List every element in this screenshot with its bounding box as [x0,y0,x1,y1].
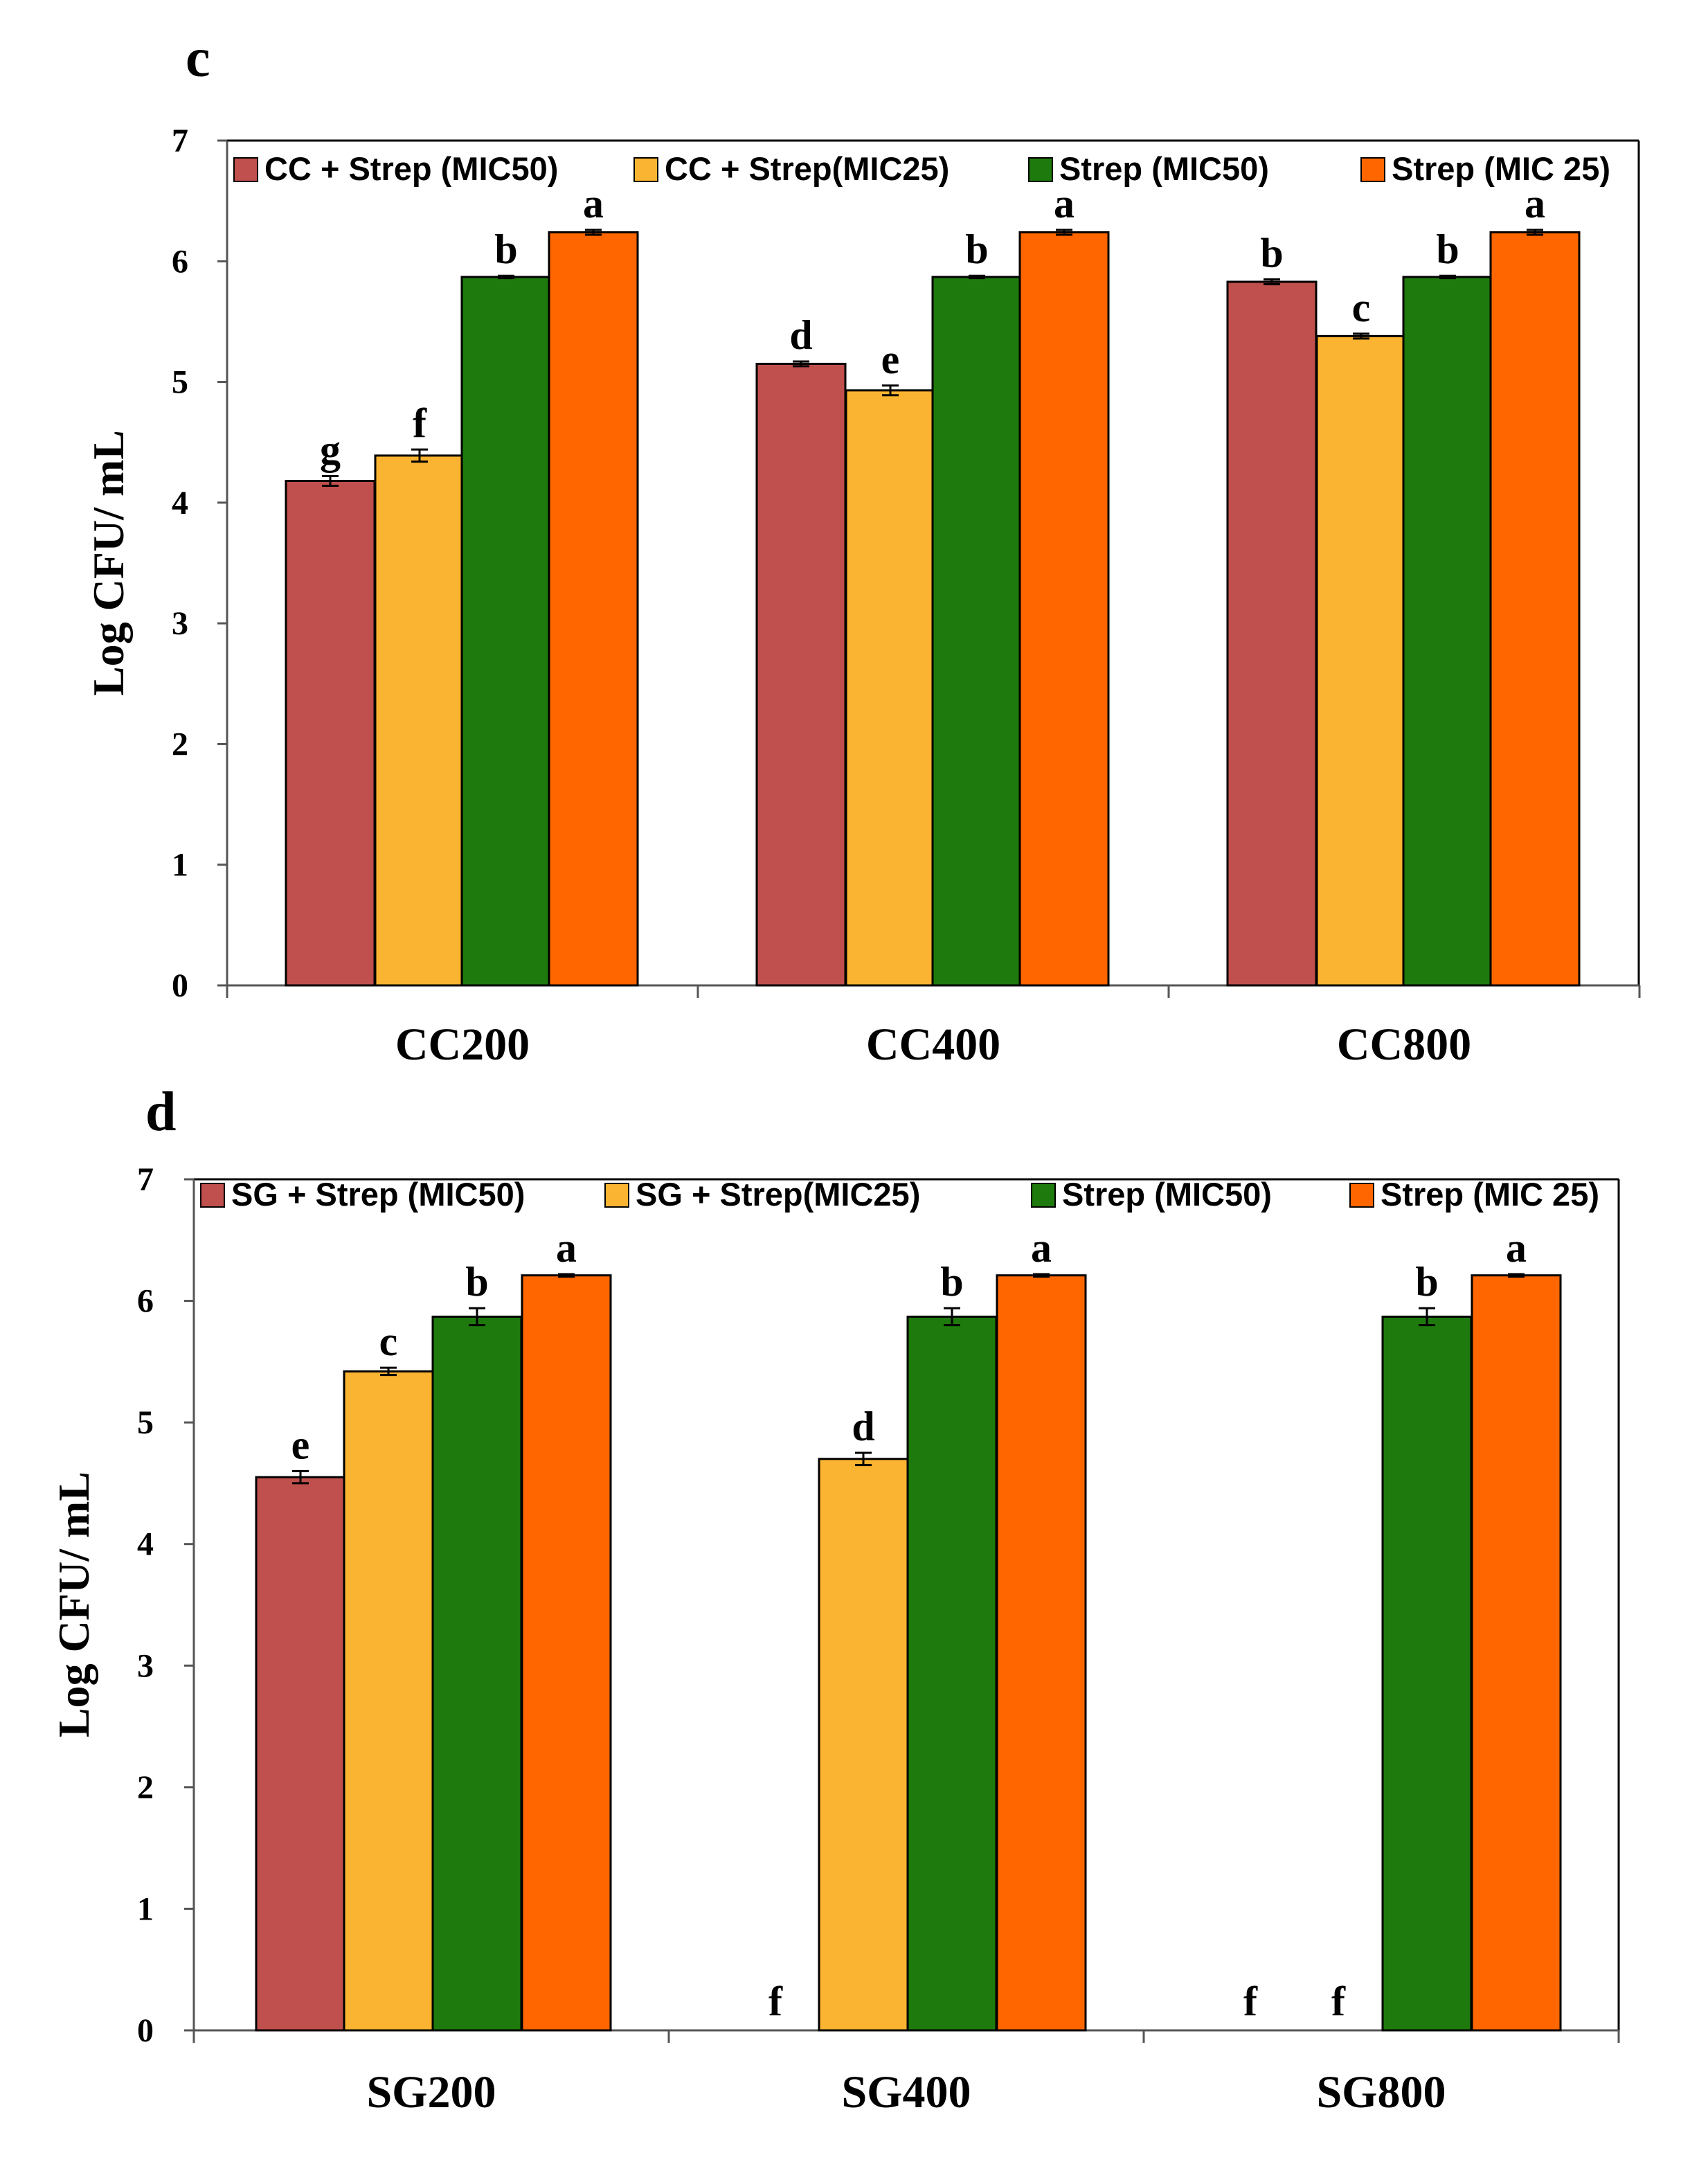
y-tick-label: 4 [137,1526,154,1563]
significance-letter: a [583,181,604,226]
significance-letter: e [881,337,900,382]
y-tick-label: 5 [137,1404,154,1441]
category-label: CC400 [866,1019,1000,1070]
y-tick-label: 6 [172,243,188,280]
significance-letter: b [494,226,517,272]
y-axis-label: Log CFU/ mL [49,1472,98,1737]
legend-label: Strep (MIC 25) [1381,1176,1599,1213]
legend-swatch [1349,1183,1374,1208]
significance-letter: a [1506,1225,1527,1271]
significance-letter: g [320,427,341,473]
significance-letter: a [1525,181,1545,226]
significance-letter: d [789,312,812,358]
y-tick-label: 6 [137,1283,154,1320]
bar [548,231,639,987]
category-label: CC200 [395,1019,530,1070]
significance-letter: c [1352,285,1371,330]
category-label: SG400 [841,2067,971,2118]
bar [431,1315,523,2032]
legend-swatch [233,157,258,182]
significance-letter: b [1415,1259,1438,1305]
legend-label: Strep (MIC 25) [1392,150,1610,187]
bar [1471,1274,1562,2032]
legend-label: CC + Strep(MIC25) [665,150,949,187]
significance-letter: a [1054,181,1075,226]
bar [374,454,465,987]
significance-letter: f [1243,1978,1258,2024]
y-tick-label: 0 [137,2012,154,2049]
category-label: SG200 [366,2067,496,2118]
bar [845,389,936,987]
legend-swatch [633,157,658,182]
category-label: CC800 [1337,1019,1471,1070]
y-tick-label: 5 [172,364,188,401]
significance-letter: e [291,1422,310,1467]
y-tick-label: 3 [172,605,188,642]
y-tick-label: 7 [137,1161,154,1198]
significance-letter: c [379,1318,398,1364]
significance-letter: b [965,226,988,272]
bar [818,1458,909,2032]
significance-letter: a [556,1225,577,1271]
significance-letter: b [465,1259,488,1305]
legend-label: SG + Strep(MIC25) [636,1176,920,1213]
category-label: SG800 [1316,2067,1446,2118]
bar [1226,280,1318,987]
y-axis-label: Log CFU/ mL [84,430,133,696]
y-tick-label: 1 [172,847,188,884]
significance-letter: d [852,1404,874,1449]
bar [255,1476,346,2032]
bar [343,1370,434,2032]
y-tick-label: 3 [137,1647,154,1684]
bar [1402,276,1493,987]
legend-swatch [1028,157,1053,182]
legend-label: SG + Strep (MIC50) [231,1176,525,1213]
legend-swatch [604,1183,629,1208]
legend-swatch [1031,1183,1056,1208]
bar [1381,1315,1473,2032]
significance-letter: b [940,1259,963,1305]
legend-label: CC + Strep (MIC50) [264,150,558,187]
bar [1315,334,1407,987]
panel-label: c [186,28,210,89]
bar [906,1315,998,2032]
significance-letter: f [413,400,427,446]
significance-letter: b [1260,230,1283,276]
y-tick-label: 7 [172,123,188,159]
legend-swatch [1360,157,1385,182]
panel-label: d [145,1082,177,1143]
significance-letter: f [768,1978,783,2024]
y-tick-label: 2 [172,726,188,762]
legend-swatch [200,1183,225,1208]
bar [285,479,376,987]
significance-letter: f [1331,1978,1346,2024]
y-tick-label: 0 [172,967,188,1004]
legend-label: Strep (MIC50) [1059,150,1269,187]
bar [755,362,847,987]
bar [996,1274,1087,2032]
bar [931,276,1023,987]
y-tick-label: 1 [137,1890,154,1927]
significance-letter: b [1436,226,1459,272]
legend-label: Strep (MIC50) [1062,1176,1272,1213]
significance-letter: a [1031,1225,1052,1271]
bar [521,1274,612,2032]
chart-panel-c: c 0 1 2 3 4 5 6 7 Log CFU/ mL CC200 g f b a CC400 d e b a CC… [84,28,1641,1070]
y-tick-label: 4 [172,485,188,521]
bar [1489,231,1581,987]
bar [1018,231,1110,987]
y-tick-label: 2 [137,1769,154,1806]
bar [460,276,552,987]
chart-panel-d: d 0 1 2 3 4 5 6 7 Log CFU/ mL SG200 e c b a SG400 f d b a SG… [49,1082,1620,2118]
